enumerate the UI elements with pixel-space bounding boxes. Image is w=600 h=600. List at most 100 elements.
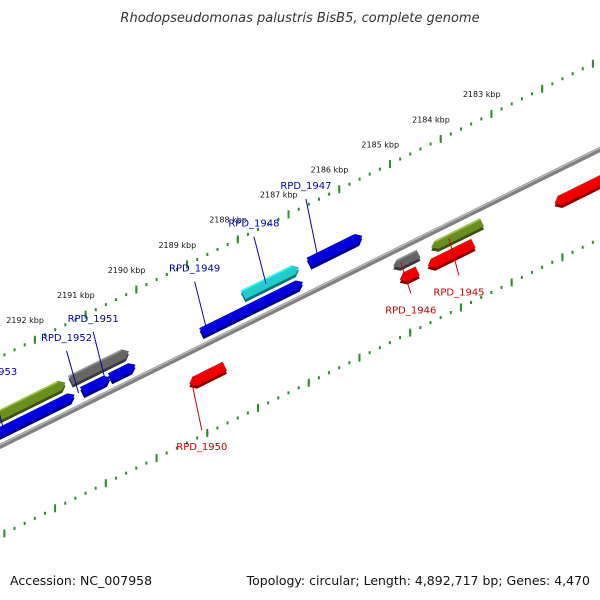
minor-tick — [196, 436, 199, 440]
minor-tick — [33, 516, 36, 520]
scale-label: 2192 kbp — [6, 316, 44, 325]
gene-label-text: RPD_1952 — [41, 333, 92, 344]
minor-tick — [23, 343, 26, 347]
minor-tick — [257, 227, 260, 231]
gene-arrow-body — [399, 266, 420, 282]
minor-tick — [460, 127, 463, 131]
gene-arrow — [189, 361, 227, 389]
minor-tick — [449, 311, 452, 315]
gene-arrow-highlight — [240, 265, 292, 292]
minor-tick — [13, 526, 16, 530]
minor-tick — [185, 441, 188, 445]
minor-tick — [145, 283, 148, 287]
minor-tick — [287, 391, 290, 395]
genome-info-text: Topology: circular; Length: 4,892,717 bp… — [246, 573, 590, 588]
minor-tick — [216, 247, 219, 251]
minor-tick — [297, 386, 300, 390]
minor-tick — [135, 466, 138, 470]
gene-label-text: RPD_1945 — [433, 287, 484, 298]
scale-ticks: 2183 kbp 2184 kbp 2185 kbp 2186 kbp 2187 kbp… — [3, 59, 594, 538]
gene-arrow-body — [306, 234, 363, 267]
backbone — [0, 146, 600, 450]
gene-arrow — [68, 349, 129, 388]
gene-arrow — [431, 218, 484, 252]
scale-label: 2186 kbp — [311, 165, 349, 174]
gene-label-text: RPD_1947 — [280, 181, 331, 192]
gene-arrow — [427, 238, 476, 271]
minor-tick — [145, 461, 148, 465]
gene-arrow-highlight — [557, 175, 600, 198]
minor-tick — [277, 217, 280, 221]
gene-leader-line — [191, 382, 203, 431]
minor-tick — [267, 222, 270, 226]
minor-tick — [480, 295, 483, 299]
scale-label: 2189 kbp — [158, 241, 196, 250]
minor-tick — [125, 293, 128, 297]
minor-tick — [43, 511, 46, 515]
scale-label: 2184 kbp — [412, 115, 450, 124]
minor-tick — [409, 152, 412, 156]
minor-tick — [551, 82, 554, 86]
minor-tick — [348, 361, 351, 365]
minor-tick — [419, 326, 422, 330]
minor-tick — [317, 197, 320, 201]
gene-arrow-highlight — [68, 349, 122, 378]
minor-tick — [328, 192, 331, 196]
minor-tick — [510, 102, 513, 106]
minor-tick — [84, 491, 87, 495]
gene-arrow-body — [80, 375, 111, 396]
minor-tick — [388, 341, 391, 345]
minor-tick — [44, 333, 47, 337]
minor-tick — [399, 336, 402, 340]
minor-tick — [226, 242, 229, 246]
minor-tick — [23, 521, 26, 525]
minor-tick — [165, 451, 168, 455]
map-title: Rhodopseudomonas palustris BisB5, comple… — [120, 11, 479, 26]
gene-arrow — [306, 234, 363, 270]
gene-leader-line — [400, 262, 412, 294]
minor-tick — [64, 501, 67, 505]
gene-arrow-body — [554, 175, 600, 205]
gene-arrow — [0, 380, 66, 424]
minor-tick — [470, 300, 473, 304]
scale-label: 2190 kbp — [108, 266, 146, 275]
scale-label: 2187 kbp — [260, 191, 298, 200]
minor-tick — [581, 245, 584, 249]
minor-tick — [500, 285, 503, 289]
gene-arrow-highlight — [192, 362, 223, 379]
minor-tick — [74, 318, 77, 322]
minor-tick — [571, 250, 574, 254]
gene-arrow-body — [431, 218, 484, 249]
gene-arrow-body — [240, 265, 299, 300]
minor-tick — [399, 157, 402, 161]
backbone-highlight — [0, 147, 600, 446]
gene-leader-line — [92, 331, 106, 380]
minor-tick — [449, 132, 452, 136]
gene-arrow-highlight — [0, 393, 68, 429]
minor-tick — [74, 496, 77, 500]
gene-arrow — [393, 249, 421, 271]
gene-arrow — [554, 175, 600, 208]
minor-tick — [571, 72, 574, 76]
minor-tick — [520, 275, 523, 279]
gene-label-text: RPD_1946 — [385, 305, 436, 316]
gene-arrow — [224, 280, 303, 327]
minor-tick — [348, 182, 351, 186]
minor-tick — [104, 303, 107, 307]
gene-arrow-highlight — [434, 218, 481, 243]
minor-tick — [175, 446, 178, 450]
minor-tick — [64, 323, 67, 327]
minor-tick — [196, 257, 199, 261]
gene-features — [0, 175, 600, 440]
minor-tick — [429, 142, 432, 146]
gene-label-text: RPD_1950 — [176, 442, 227, 453]
gene-leader-line — [194, 281, 208, 330]
gene-label-text: RPD_1951 — [68, 314, 119, 325]
minor-tick — [307, 202, 310, 206]
gene-arrow-body — [108, 363, 136, 382]
minor-tick — [226, 421, 229, 425]
gene-arrow-body — [68, 349, 129, 385]
minor-tick — [581, 67, 584, 71]
gene-arrow-body — [224, 280, 303, 324]
minor-tick — [13, 348, 16, 352]
